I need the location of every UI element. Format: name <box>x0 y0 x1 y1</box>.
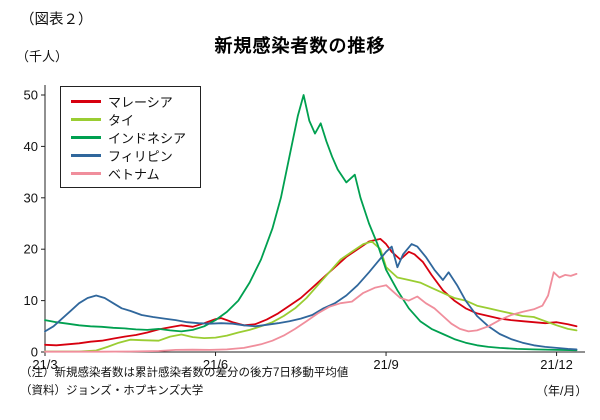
svg-text:20: 20 <box>24 242 38 257</box>
svg-text:50: 50 <box>24 88 38 103</box>
legend-label-thailand: タイ <box>108 112 135 128</box>
svg-text:21/3: 21/3 <box>32 357 57 372</box>
svg-text:40: 40 <box>24 139 38 154</box>
legend-swatch-philippines <box>71 153 101 157</box>
chart-title: 新規感染者数の推移 <box>214 36 386 56</box>
note-method: （注）新規感染者数は累計感染者数の差分の後方7日移動平均値 <box>20 367 349 379</box>
note-source: （資料）ジョンズ・ホプキンズ大学 <box>20 385 204 397</box>
svg-text:21/6: 21/6 <box>203 357 228 372</box>
legend-label-indonesia: インドネシア <box>108 130 187 146</box>
svg-text:30: 30 <box>24 190 38 205</box>
legend-item-philippines: フィリピン <box>71 147 186 164</box>
svg-text:0: 0 <box>31 345 38 360</box>
legend-item-indonesia: インドネシア <box>71 129 187 146</box>
legend-swatch-thailand <box>71 117 101 121</box>
x-axis-unit-label: （年/月） <box>536 384 588 398</box>
legend-label-vietnam: ベトナム <box>108 166 160 182</box>
legend-swatch-indonesia <box>71 135 101 139</box>
svg-text:21/9: 21/9 <box>373 357 398 372</box>
legend: マレーシアタイインドネシア フィリピンベトナム <box>60 86 202 188</box>
legend-item-malaysia: マレーシア <box>71 93 186 110</box>
legend-label-philippines: フィリピン <box>108 148 173 164</box>
svg-text:10: 10 <box>24 293 38 308</box>
y-axis-unit-label: （千人） <box>16 49 69 64</box>
legend-swatch-malaysia <box>71 99 101 103</box>
svg-text:21/12: 21/12 <box>540 357 573 372</box>
legend-item-vietnam: ベトナム <box>71 165 186 182</box>
legend-label-malaysia: マレーシア <box>108 94 173 110</box>
figure-label: （図表２） <box>20 12 93 28</box>
legend-swatch-vietnam <box>71 171 101 175</box>
legend-item-thailand: タイ <box>71 111 186 128</box>
